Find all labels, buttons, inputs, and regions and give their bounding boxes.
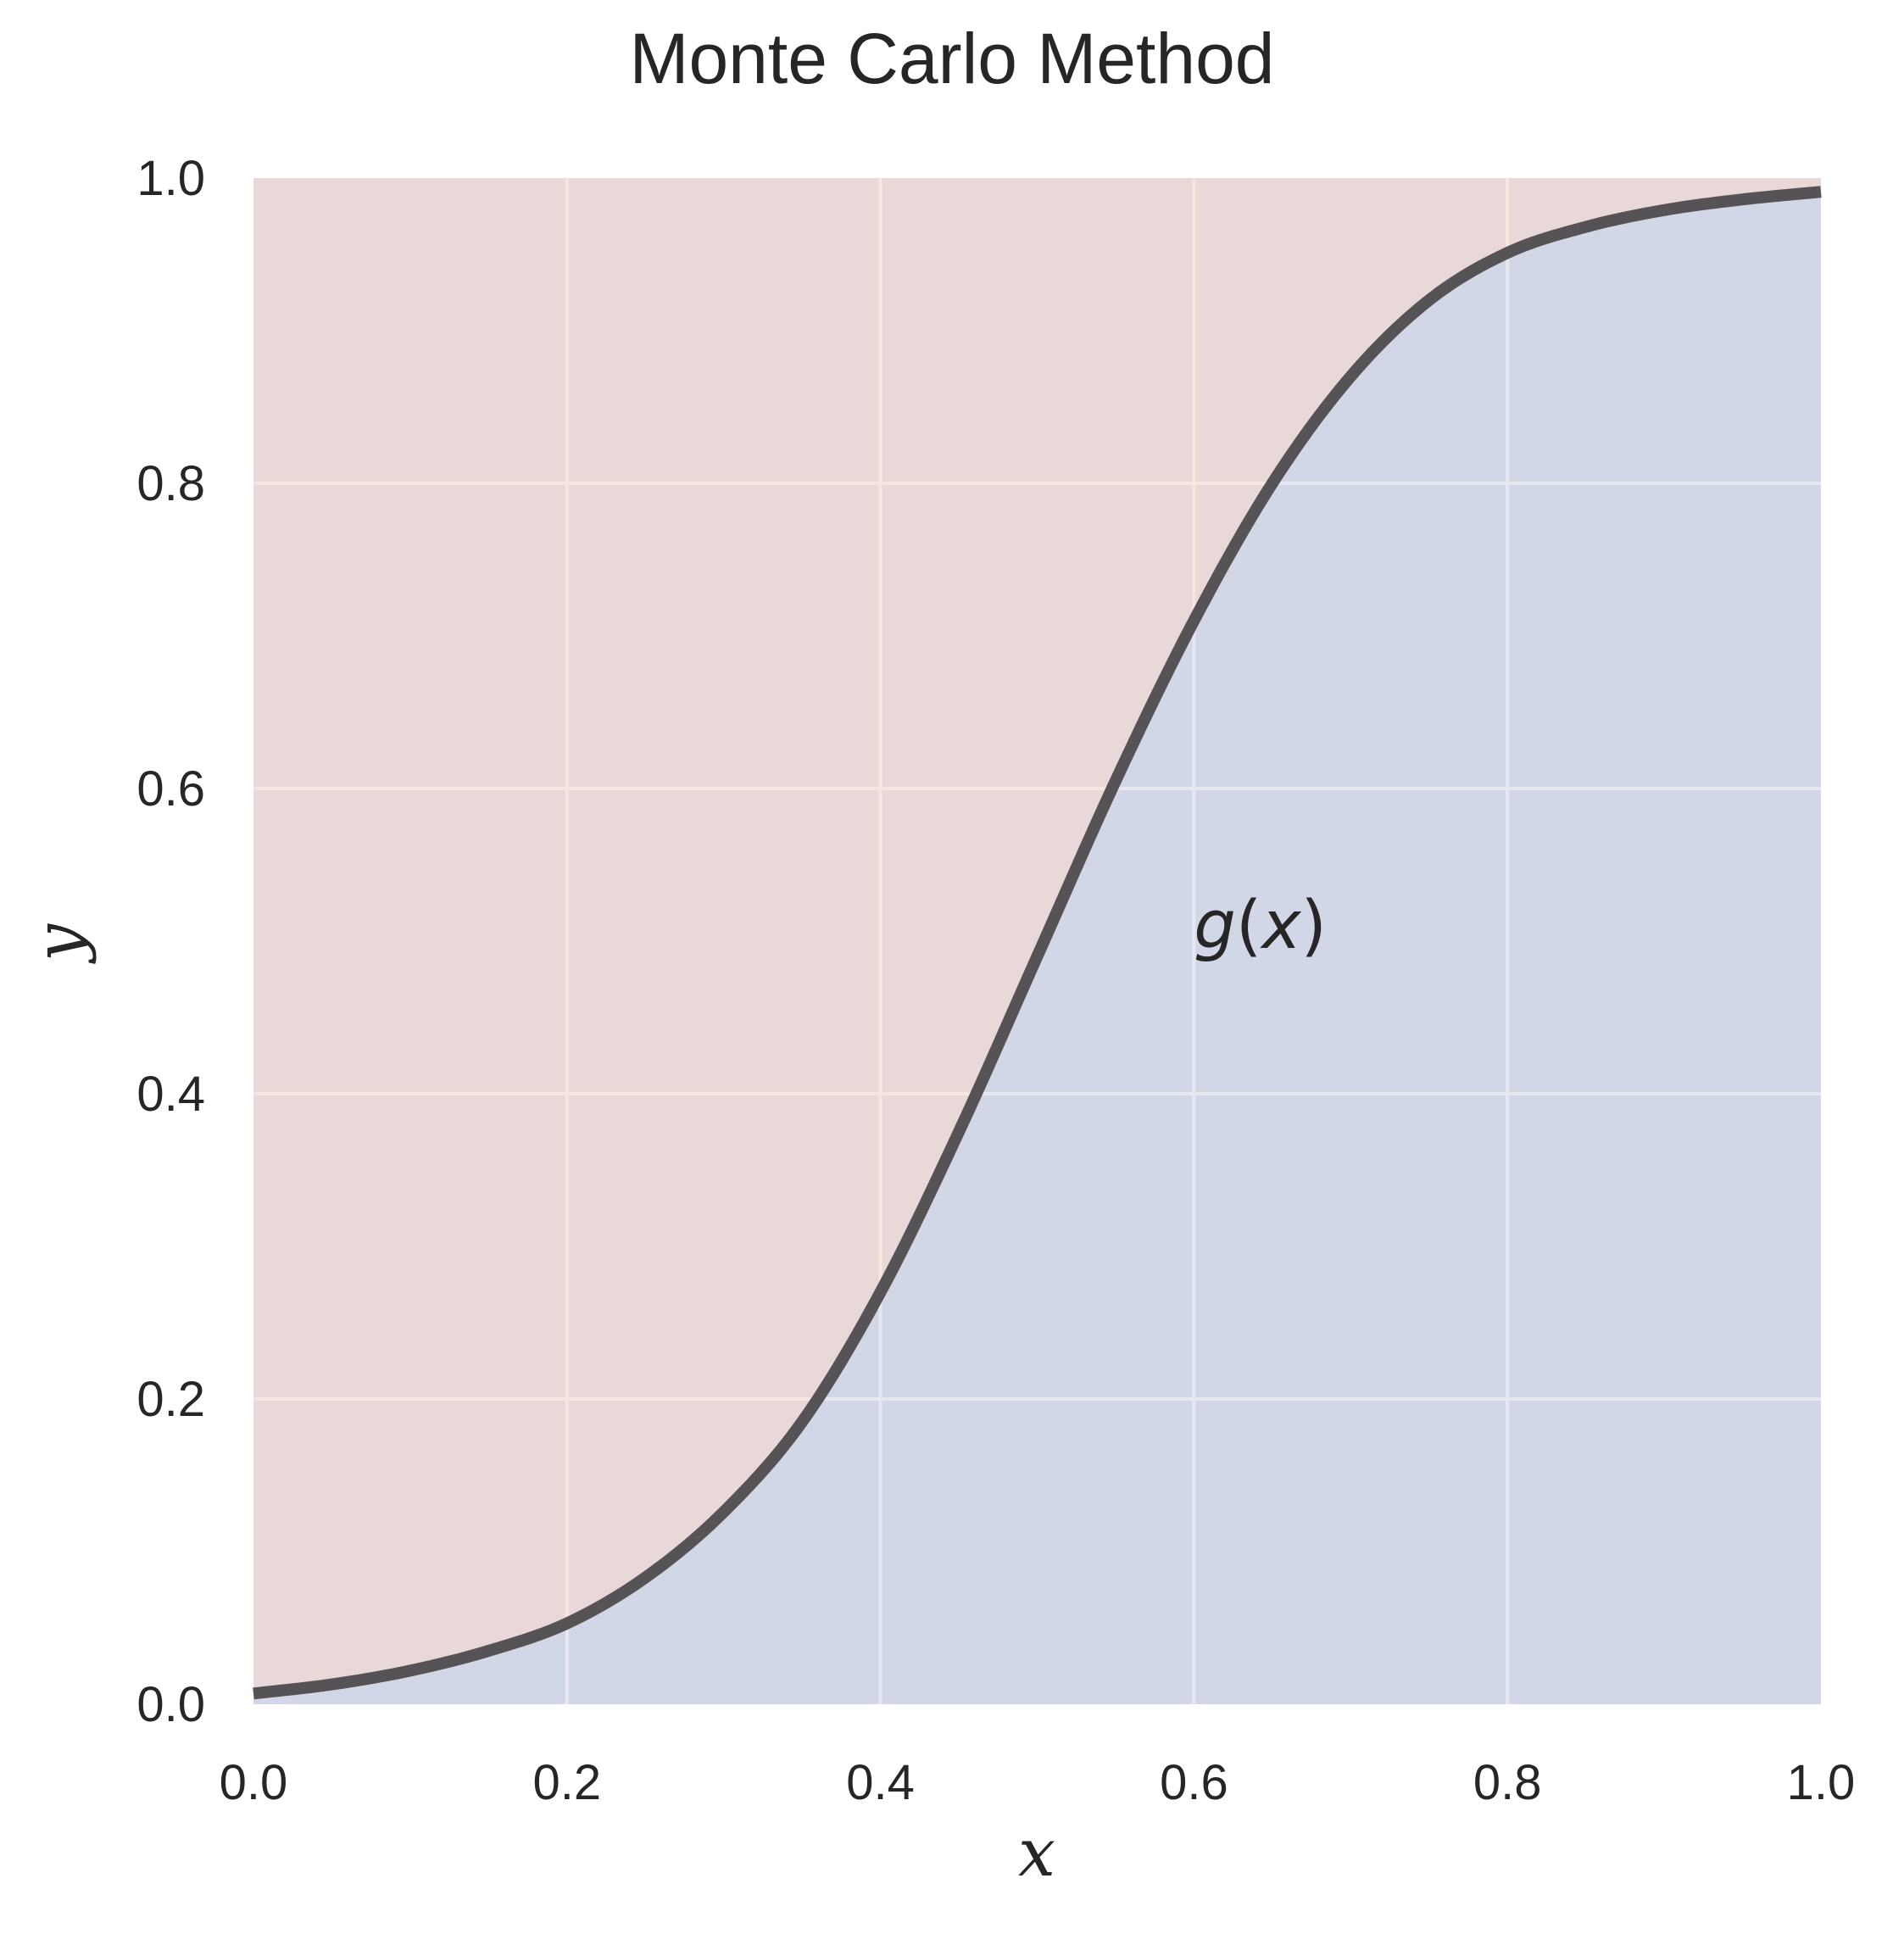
y-tick-label: 0.0 (136, 1677, 205, 1732)
x-axis-label: x (1018, 1815, 1055, 1892)
area-above-curve (253, 178, 1821, 1694)
x-tick-label: 0.6 (1160, 1755, 1228, 1810)
annotation-open-paren: ( (1236, 888, 1261, 964)
y-axis-ticks: 0.0 0.2 0.4 0.6 0.8 1.0 (136, 151, 205, 1732)
x-tick-label: 0.0 (220, 1755, 288, 1810)
annotation-argument: x (1259, 888, 1301, 964)
y-tick-label: 0.4 (136, 1067, 205, 1122)
chart-title: Monte Carlo Method (629, 19, 1274, 98)
g-of-x-curve (253, 186, 1822, 1700)
area-below-curve (253, 192, 1821, 1705)
x-tick-label: 0.2 (532, 1755, 601, 1810)
y-tick-label: 0.8 (136, 456, 205, 511)
annotation-close-paren: ) (1301, 888, 1327, 964)
curve-annotation: g(x) (1194, 888, 1327, 964)
y-tick-label: 0.2 (136, 1372, 205, 1427)
x-tick-label: 1.0 (1787, 1755, 1856, 1810)
y-tick-label: 1.0 (136, 151, 205, 206)
x-tick-label: 0.8 (1473, 1755, 1542, 1810)
y-axis-label: y (21, 923, 97, 964)
x-tick-label: 0.4 (846, 1755, 915, 1810)
x-axis-ticks: 0.0 0.2 0.4 0.6 0.8 1.0 (220, 1755, 1856, 1810)
y-tick-label: 0.6 (136, 761, 205, 817)
annotation-function: g (1194, 888, 1236, 964)
